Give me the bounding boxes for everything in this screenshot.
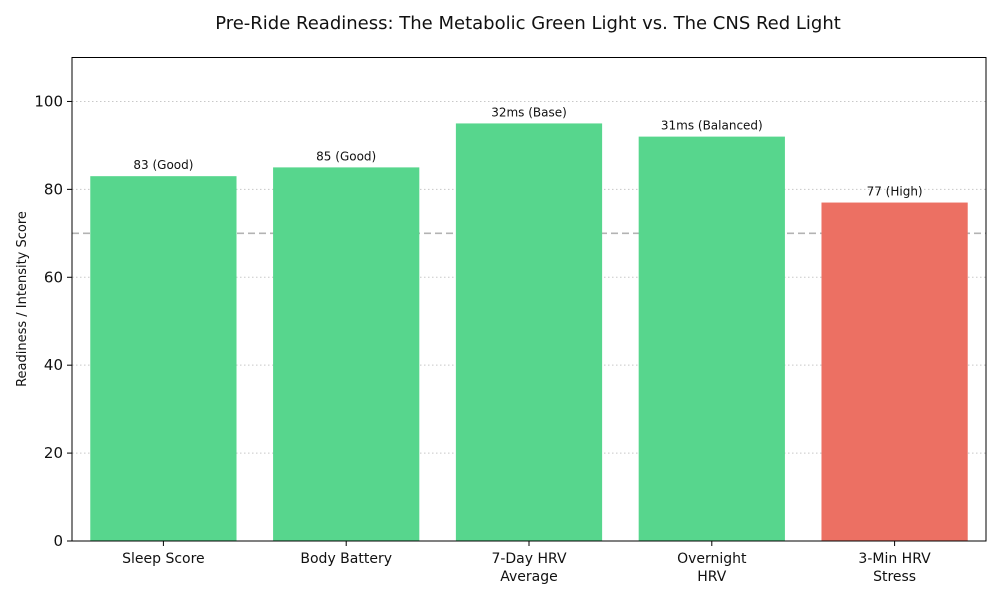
y-tick-label: 40 <box>44 356 63 374</box>
y-axis-label: Readiness / Intensity Score <box>15 211 30 387</box>
bar <box>455 123 603 541</box>
x-tick-label: 3-Min HRV <box>858 551 931 567</box>
x-tick-label: Body Battery <box>300 551 392 567</box>
bar <box>90 176 237 541</box>
y-tick-label: 0 <box>53 532 63 550</box>
bar <box>273 167 420 542</box>
chart-title: Pre-Ride Readiness: The Metabolic Green … <box>215 13 841 34</box>
bar-data-label: 31ms (Balanced) <box>661 119 763 133</box>
y-tick-label: 100 <box>34 92 63 110</box>
bar <box>821 202 968 542</box>
x-axis-ticks: Sleep Score Body Battery 7-Day HRV Average O… <box>122 541 931 585</box>
x-tick-label: Overnight <box>677 551 747 567</box>
x-tick-label: 7-Day HRV <box>491 551 567 567</box>
x-tick-label: Sleep Score <box>122 551 205 567</box>
bars-group <box>90 123 968 542</box>
y-tick-label: 60 <box>44 268 63 286</box>
bar-data-label: 77 (High) <box>867 185 923 199</box>
x-tick-label: Average <box>500 569 558 585</box>
data-labels-group: 83 (Good) 85 (Good) 32ms (Base) 31ms (Balan… <box>133 105 922 198</box>
x-tick-label: HRV <box>697 569 726 585</box>
y-tick-label: 80 <box>44 180 63 198</box>
bar <box>638 136 785 542</box>
bar-data-label: 83 (Good) <box>133 158 193 172</box>
y-axis-ticks: 0 20 40 60 80 100 <box>34 92 72 550</box>
y-tick-label: 20 <box>44 444 63 462</box>
x-tick-label: Stress <box>873 569 916 585</box>
bar-data-label: 32ms (Base) <box>491 105 567 119</box>
bar-data-label: 85 (Good) <box>316 149 376 163</box>
